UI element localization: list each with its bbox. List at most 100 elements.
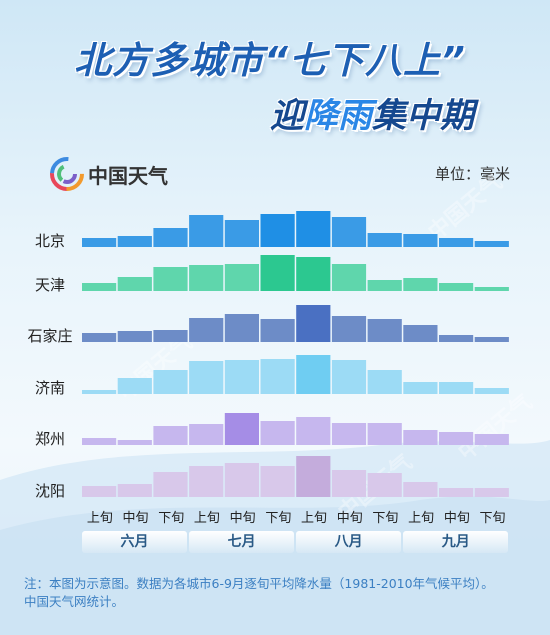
bar-石家庄-5	[260, 319, 295, 342]
x-tick-label: 中旬	[443, 511, 470, 526]
bar-济南-11	[474, 388, 509, 394]
bar-天津-0	[82, 283, 117, 291]
bar-石家庄-1	[117, 331, 152, 342]
bar-郑州-5	[260, 421, 295, 445]
bar-天津-10	[439, 283, 474, 291]
bar-北京-2	[153, 228, 188, 247]
logo-swirl-icon	[50, 157, 84, 191]
bar-北京-10	[439, 238, 474, 247]
x-tick-label: 下旬	[158, 511, 185, 526]
bar-北京-0	[82, 238, 117, 247]
bar-北京-7	[331, 217, 367, 247]
brand-logo: 中国天气	[50, 157, 168, 191]
bar-北京-4	[224, 220, 259, 247]
bar-郑州-9	[403, 430, 438, 445]
bar-沈阳-11	[474, 488, 509, 497]
bar-天津-8	[367, 280, 402, 291]
bar-北京-11	[474, 241, 509, 247]
bar-沈阳-3	[189, 466, 224, 497]
chart-title-line1: 北方多城市“七下八上”	[74, 39, 466, 82]
bar-石家庄-4	[224, 314, 259, 342]
bar-石家庄-0	[82, 333, 117, 342]
x-tick-label: 下旬	[479, 511, 506, 526]
bar-沈阳-2	[153, 472, 188, 497]
bar-北京-3	[189, 215, 224, 247]
bar-天津-6	[296, 257, 331, 291]
bar-北京-5	[260, 214, 295, 247]
month-group-label: 七月	[189, 531, 295, 553]
bar-郑州-8	[367, 423, 402, 445]
series-label-石家庄: 石家庄	[27, 327, 73, 345]
bar-沈阳-0	[82, 486, 117, 497]
bar-石家庄-10	[439, 335, 474, 342]
bar-郑州-3	[189, 424, 224, 445]
x-tick-label: 上旬	[193, 511, 220, 526]
bar-济南-0	[82, 390, 117, 394]
x-tick-label: 中旬	[229, 511, 256, 526]
bar-天津-4	[224, 264, 259, 291]
bar-沈阳-4	[224, 463, 259, 497]
unit-label: 单位：毫米	[434, 165, 510, 183]
bar-天津-7	[331, 264, 367, 291]
bar-济南-9	[403, 382, 438, 394]
bar-北京-8	[367, 233, 402, 247]
bar-石家庄-2	[153, 330, 188, 342]
bar-济南-6	[296, 355, 331, 394]
bar-北京-1	[117, 236, 152, 247]
bar-沈阳-6	[296, 456, 331, 497]
series-label-济南: 济南	[34, 379, 65, 397]
title-highlight: 降雨	[304, 96, 372, 136]
bar-天津-5	[260, 255, 295, 291]
chart-title-line2: 迎降雨集中期	[270, 96, 474, 136]
bar-济南-5	[260, 359, 295, 394]
bar-天津-3	[189, 265, 224, 291]
bar-沈阳-10	[439, 488, 474, 497]
x-tick-label: 上旬	[301, 511, 328, 526]
bar-郑州-2	[153, 426, 188, 445]
bar-天津-9	[403, 278, 438, 291]
x-tick-label: 下旬	[265, 511, 292, 526]
month-group-label: 六月	[82, 531, 187, 553]
bar-石家庄-11	[474, 337, 509, 342]
series-label-沈阳: 沈阳	[34, 482, 65, 500]
bar-沈阳-7	[331, 470, 367, 497]
month-group-label: 八月	[296, 531, 402, 553]
series-label-郑州: 郑州	[34, 430, 65, 448]
bar-石家庄-8	[367, 319, 402, 342]
x-tick-label: 中旬	[122, 511, 149, 526]
bar-天津-2	[153, 267, 188, 291]
bar-沈阳-8	[367, 473, 402, 497]
bar-济南-8	[367, 370, 402, 394]
bar-济南-1	[117, 378, 152, 394]
bar-济南-7	[331, 360, 367, 394]
bar-郑州-1	[117, 440, 152, 445]
footnote-line2: 中国天气网统计。	[24, 594, 125, 609]
bar-济南-3	[189, 361, 224, 394]
logo-text: 中国天气	[88, 163, 168, 188]
bar-济南-4	[224, 360, 259, 394]
footnote: 注：本图为示意图。数据为各城市6-9月逐旬平均降水量（1981-2010年气候平…	[24, 575, 534, 611]
series-label-北京: 北京	[34, 232, 65, 250]
bar-沈阳-1	[117, 484, 152, 497]
bar-石家庄-3	[189, 318, 224, 342]
bar-天津-11	[474, 287, 509, 291]
bar-郑州-4	[224, 413, 259, 445]
bar-郑州-6	[296, 417, 331, 445]
x-tick-label: 上旬	[408, 511, 435, 526]
x-tick-label: 中旬	[336, 511, 363, 526]
bar-北京-6	[296, 211, 331, 247]
bar-沈阳-5	[260, 466, 295, 497]
bar-济南-10	[439, 382, 474, 394]
x-tick-label: 下旬	[372, 511, 399, 526]
bar-郑州-7	[331, 423, 367, 445]
bar-济南-2	[153, 370, 188, 394]
bar-郑州-11	[474, 434, 509, 445]
series-label-天津: 天津	[34, 276, 65, 294]
bar-北京-9	[403, 234, 438, 247]
month-group-label: 九月	[403, 531, 509, 553]
footnote-line1: 注：本图为示意图。数据为各城市6-9月逐旬平均降水量（1981-2010年气候平…	[24, 576, 494, 591]
bar-石家庄-7	[331, 316, 367, 342]
bar-郑州-0	[82, 438, 117, 445]
bar-沈阳-9	[403, 482, 438, 497]
